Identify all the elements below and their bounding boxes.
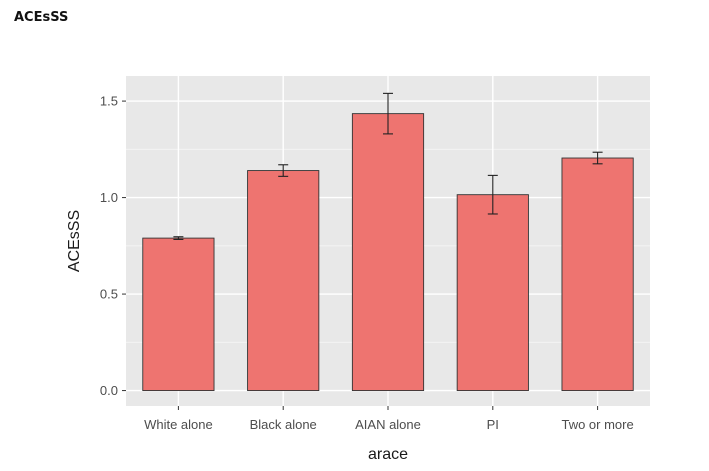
bar-black-alone — [247, 170, 320, 392]
error-bar — [173, 236, 184, 241]
bar-white-alone — [142, 237, 215, 392]
chart-page-heading: ACEsSS — [14, 10, 69, 25]
y-axis-ticks: 0.0 0.5 1.0 1.5 — [100, 94, 126, 398]
error-bars — [173, 92, 603, 241]
x-axis-ticks: White alone Black alone AIAN alone PI Two or… — [144, 406, 634, 432]
y-axis-title: ACEsSS — [66, 210, 83, 272]
bar-two-or-more — [561, 157, 634, 392]
error-bar — [383, 92, 393, 135]
error-bar — [487, 174, 498, 215]
y-tick-label: 0.5 — [100, 287, 118, 302]
x-tick-label: White alone — [144, 417, 213, 432]
x-tick-label: PI — [487, 417, 499, 432]
bar-pi — [456, 194, 529, 392]
y-tick-label: 1.0 — [100, 190, 118, 205]
x-tick-label: Black alone — [250, 417, 317, 432]
y-tick-label: 1.5 — [100, 94, 118, 109]
error-bar — [278, 164, 289, 177]
x-tick-label: AIAN alone — [355, 417, 421, 432]
y-tick-label: 0.0 — [100, 383, 118, 398]
x-axis-title: arace — [368, 446, 408, 463]
bars — [142, 113, 634, 392]
error-bar — [592, 151, 603, 165]
bar-aian-alone — [351, 113, 425, 392]
x-tick-label: Two or more — [561, 417, 633, 432]
